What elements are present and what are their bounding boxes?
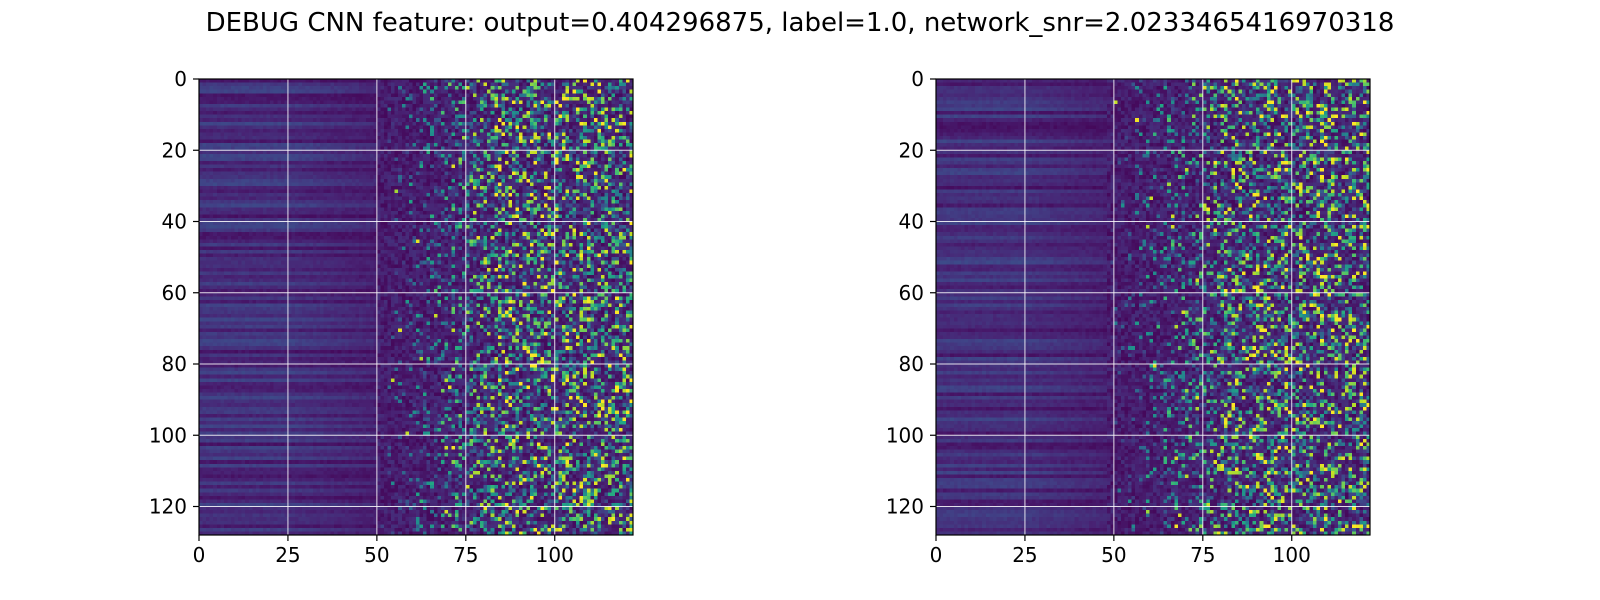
x-tick-label: 0 — [193, 543, 206, 567]
y-tick-label: 0 — [911, 67, 924, 91]
x-tick-label: 50 — [1101, 543, 1126, 567]
figure-title: DEBUG CNN feature: output=0.404296875, l… — [205, 8, 1395, 38]
y-tick-label: 60 — [162, 281, 187, 305]
x-tick-label: 25 — [1012, 543, 1037, 567]
y-tick-label: 20 — [899, 138, 924, 162]
x-tick-label: 100 — [536, 543, 574, 567]
x-tick-label: 0 — [930, 543, 943, 567]
axes-frame — [198, 78, 634, 536]
y-tick-label: 80 — [162, 352, 187, 376]
y-tick-label: 40 — [162, 210, 187, 234]
y-tick-label: 120 — [149, 495, 187, 519]
y-tick-label: 100 — [886, 423, 924, 447]
y-tick-label: 60 — [899, 281, 924, 305]
heatmap-cells — [936, 79, 1370, 535]
x-tick-label: 75 — [453, 543, 478, 567]
y-tick-label: 0 — [174, 67, 187, 91]
heatmap-cells — [199, 79, 633, 535]
axes-frame — [935, 78, 1371, 536]
x-tick-label: 100 — [1273, 543, 1311, 567]
y-tick-label: 20 — [162, 138, 187, 162]
x-tick-label: 25 — [275, 543, 300, 567]
x-tick-label: 50 — [364, 543, 389, 567]
y-tick-label: 120 — [886, 495, 924, 519]
y-tick-label: 80 — [899, 352, 924, 376]
x-tick-label: 75 — [1190, 543, 1215, 567]
y-tick-label: 100 — [149, 423, 187, 447]
y-tick-label: 40 — [899, 210, 924, 234]
